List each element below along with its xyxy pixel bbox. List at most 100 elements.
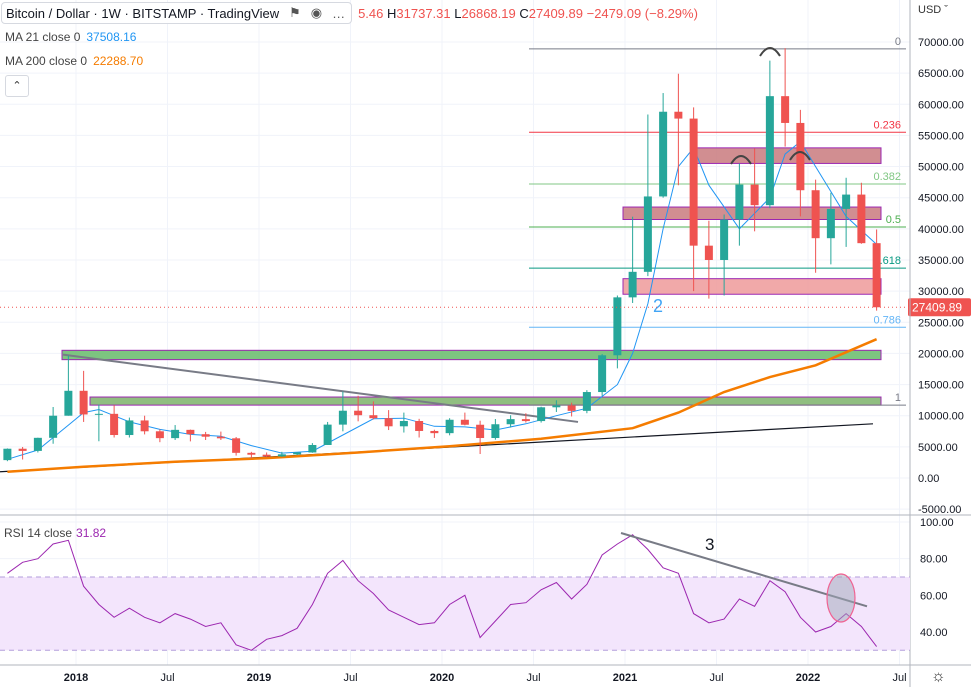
candle-body [506,419,515,425]
settings-gear-icon[interactable]: ☼ [931,668,946,685]
candle-body [140,420,149,432]
symbol-title: Bitcoin / Dollar · 1W · BITSTAMP · Tradi… [6,5,280,21]
candle [79,370,88,422]
candle-body [750,184,759,206]
rsi-highlight-ellipse [826,573,856,623]
rsi-value: 31.82 [76,526,107,540]
currency-label: USD [918,4,942,16]
time-tick-label: Jul [709,672,723,684]
candle [216,431,225,441]
candle [247,451,256,459]
candle-body [659,111,668,197]
candle-body [49,415,58,438]
candle [811,179,820,273]
top-arch-marker [759,47,781,57]
candle [125,417,134,438]
fib-level-label: 0.786 [873,314,901,326]
candle-body [399,421,408,427]
time-tick-label: 2022 [796,672,820,684]
candle-body [476,424,485,439]
candle [521,413,530,423]
ma21-legend[interactable]: MA 21 close 0 37508.16 [5,30,136,44]
candle-body [3,448,12,461]
candle-body [521,419,530,422]
candle [399,412,408,433]
candle-body [582,392,591,411]
candle-body [369,415,378,419]
candle [140,415,149,435]
rsi-band [0,576,910,651]
support-resistance-zone [622,278,882,295]
candle [598,354,607,396]
candle-body [781,96,790,123]
ma200-line [7,338,878,474]
low-label: L [454,5,462,21]
price-tick-label: 45000.00 [918,193,964,205]
candle-body [338,410,347,425]
candle [842,177,851,247]
downtrend-line [62,353,579,423]
candle-body [567,405,576,411]
candle [491,419,500,440]
time-tick-label: 2021 [613,672,637,684]
currency-selector[interactable]: USD ˇ [918,4,948,16]
symbol-legend[interactable]: Bitcoin / Dollar · 1W · BITSTAMP · Tradi… [1,2,353,24]
candle [171,425,180,441]
time-tick-label: 2020 [430,672,454,684]
candle-body [125,420,134,436]
candle [201,431,210,441]
wave-label-3: 3 [705,535,714,554]
fib-level-label: 0.236 [873,119,901,131]
candle [567,402,576,417]
candle-body [216,436,225,439]
support-resistance-zone [89,396,882,406]
candle [582,390,591,414]
ohlc-readout: 5.46 H31737.31 L26868.19 C27409.89 −2479… [358,6,698,21]
price-tick-label: 65000.00 [918,68,964,80]
candle [415,418,424,438]
wave-label-2: 2 [653,296,663,316]
ma200-legend[interactable]: MA 200 close 0 22288.70 [5,54,143,68]
candle [369,401,378,420]
price-tick-label: 5000.00 [918,442,958,454]
rsi-tick-label: 80.00 [920,554,948,566]
candle [552,400,561,412]
candle-body [491,424,500,439]
price-tick-label: 10000.00 [918,411,964,423]
candle-body [872,243,881,308]
rsi-label: RSI 14 close [4,526,73,540]
candle-body [33,437,42,451]
ma200-label: MA 200 close 0 [5,54,88,68]
candle [293,452,302,456]
fib-level-label: 0.382 [873,171,901,183]
candle-body [64,390,73,416]
last-price-badge [908,298,971,317]
candle-body [79,390,88,415]
candle [110,405,119,438]
candle [354,395,363,422]
candle [643,114,652,277]
price-tick-label: 25000.00 [918,317,964,329]
rsi-downtrend-line [620,532,868,608]
eye-icon[interactable]: ◉ [310,5,323,20]
support-resistance-zone [61,349,882,361]
candle-body [628,271,637,298]
candle [506,415,515,428]
candle-body [171,429,180,439]
top-arch-marker [730,155,752,165]
candle [338,391,347,432]
header-row: Bitcoin / Dollar · 1W · BITSTAMP · Tradi… [1,2,698,24]
price-tick-label: 30000.00 [918,286,964,298]
candle [857,182,866,244]
candle-body [18,448,27,451]
candle [872,229,881,311]
ma21-value: 37508.16 [86,30,137,44]
candle [826,192,835,265]
rsi-legend[interactable]: RSI 14 close 31.82 [4,526,106,540]
flag-icon[interactable]: ⚑ [289,5,301,20]
candle [750,148,759,232]
price-tick-label: 35000.00 [918,255,964,267]
collapse-legend-button[interactable]: ⌃ [5,75,29,97]
more-icon[interactable]: … [332,5,346,21]
